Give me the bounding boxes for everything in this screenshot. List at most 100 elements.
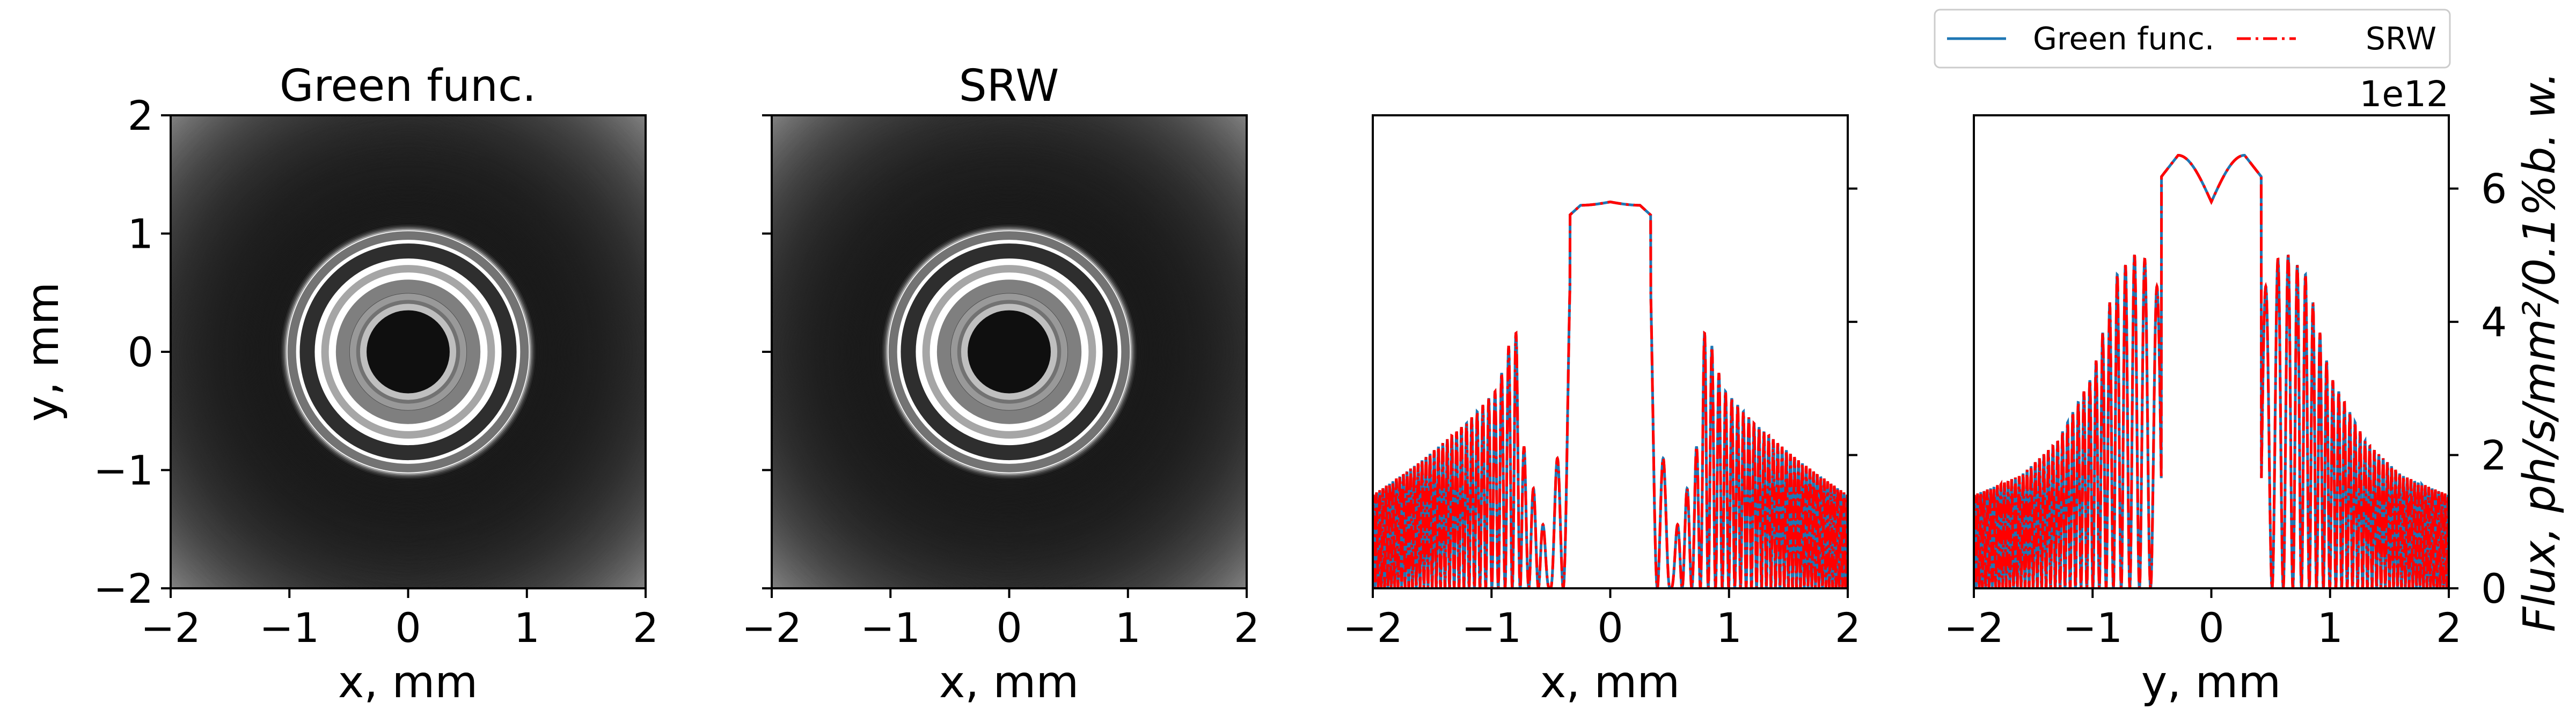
fringe-ring bbox=[819, 162, 1199, 542]
fringe-ring bbox=[262, 205, 554, 498]
fringe-ring bbox=[854, 196, 1165, 507]
fringe-ring bbox=[785, 128, 1233, 575]
panel-green-func-map: Green func. −2 −1 0 1 2 −2 −1 0 1 2 x, mm y, mm bbox=[18, 61, 658, 708]
inner-ring bbox=[901, 243, 1118, 461]
fringe-ring bbox=[877, 220, 1141, 484]
fringe-ring bbox=[254, 197, 562, 506]
fringe-ring bbox=[183, 127, 633, 577]
y-tick-label: −2 bbox=[93, 565, 153, 612]
inner-ring bbox=[335, 279, 481, 424]
fringe-ring bbox=[799, 142, 1220, 562]
legend-label-green-func: Green func. bbox=[2033, 20, 2214, 57]
fringe-ring bbox=[236, 180, 581, 524]
fringe-ring bbox=[817, 160, 1201, 544]
fringe-ring bbox=[796, 139, 1223, 565]
fringe-ring bbox=[880, 223, 1138, 481]
fringe-ring bbox=[780, 123, 1239, 581]
x-axis-label: x, mm bbox=[338, 657, 478, 708]
fringe-ring bbox=[866, 208, 1153, 496]
fringe-ring bbox=[187, 131, 630, 573]
fringe-ring bbox=[274, 218, 542, 485]
fringe-ring bbox=[237, 181, 580, 523]
fringe-ring bbox=[824, 167, 1194, 536]
fringe-ring bbox=[784, 126, 1235, 578]
x-ticks: −2 −1 0 1 2 bbox=[742, 588, 1260, 652]
fringe-ring bbox=[850, 193, 1168, 511]
fringe-ring bbox=[213, 157, 603, 546]
fringe-ring bbox=[781, 124, 1238, 580]
x-tick-label: 2 bbox=[1835, 604, 1861, 652]
x-axis-label: x, mm bbox=[1540, 657, 1680, 708]
fringe-ring bbox=[838, 181, 1181, 523]
y-tick-label: 2 bbox=[2481, 432, 2507, 479]
x-tick-label: 0 bbox=[996, 604, 1022, 652]
fringe-ring bbox=[840, 183, 1178, 521]
x-tick-label: 1 bbox=[514, 604, 540, 652]
fringe-ring bbox=[177, 120, 640, 583]
fringe-ring bbox=[200, 143, 617, 560]
fringe-ring bbox=[837, 180, 1182, 524]
legend-box bbox=[1934, 9, 2451, 69]
fringe-ring bbox=[789, 132, 1229, 571]
fringe-ring bbox=[247, 191, 569, 512]
fringe-ring bbox=[867, 210, 1152, 494]
fringe-ring bbox=[861, 204, 1157, 499]
fringe-ring bbox=[270, 214, 546, 490]
panel-title: Green func. bbox=[280, 61, 536, 112]
fringe-ring bbox=[864, 207, 1154, 497]
fringe-ring bbox=[260, 204, 556, 499]
fringe-ring bbox=[199, 143, 618, 561]
fringe-ring bbox=[828, 171, 1190, 533]
fringe-ring bbox=[206, 150, 610, 553]
fringe-ring bbox=[217, 161, 599, 543]
fringe-ring bbox=[778, 120, 1241, 583]
fringe-ring bbox=[804, 147, 1214, 557]
fringe-ring bbox=[846, 189, 1172, 515]
fringe-ring bbox=[223, 167, 593, 536]
fringe-ring bbox=[221, 164, 596, 540]
x-ticks: −2 −1 0 1 2 bbox=[1343, 588, 1861, 652]
fringe-ring bbox=[873, 215, 1146, 489]
fringe-ring bbox=[253, 196, 564, 507]
inner-ring bbox=[936, 279, 1082, 424]
fringe-ring bbox=[227, 171, 589, 533]
fringe-ring bbox=[211, 155, 605, 549]
fringe-ring bbox=[192, 136, 624, 567]
fringe-ring bbox=[171, 115, 645, 588]
fringe-ring bbox=[246, 190, 570, 514]
fringe-ring bbox=[177, 121, 639, 582]
fringe-ring bbox=[847, 190, 1171, 514]
fringe-ring bbox=[266, 210, 551, 494]
fringe-ring bbox=[801, 143, 1218, 560]
fringe-ring bbox=[782, 125, 1236, 578]
fringe-ring bbox=[851, 194, 1167, 510]
fringe-ring bbox=[181, 125, 635, 578]
fringe-ring bbox=[875, 218, 1143, 485]
inner-ring bbox=[888, 231, 1130, 472]
fringe-ring bbox=[839, 182, 1180, 522]
fringe-ring bbox=[219, 163, 597, 541]
y-tick-label: −1 bbox=[93, 447, 153, 494]
x-tick-label: −1 bbox=[259, 604, 319, 652]
y-tick-label: 0 bbox=[2481, 565, 2507, 612]
x-tick-label: −2 bbox=[141, 604, 201, 652]
fringe-ring bbox=[279, 223, 537, 481]
fringe-ring bbox=[172, 116, 644, 588]
fringe-ring bbox=[825, 168, 1193, 535]
fringe-ring bbox=[773, 116, 1245, 588]
fringe-ring bbox=[189, 133, 627, 571]
offset-text: 1e12 bbox=[2359, 73, 2449, 115]
panel-x-profile: −2 −1 0 1 2 x, mm bbox=[1343, 114, 1861, 708]
fringe-ring bbox=[205, 149, 611, 555]
inner-ring bbox=[299, 243, 517, 461]
x-tick-label: 0 bbox=[2198, 604, 2224, 652]
fringe-ring bbox=[814, 157, 1204, 546]
fringe-ring bbox=[777, 120, 1242, 584]
fringe-ring bbox=[830, 173, 1188, 531]
y-tick-label: 2 bbox=[128, 92, 153, 139]
fringe-ring bbox=[272, 215, 545, 489]
x-tick-label: −2 bbox=[742, 604, 802, 652]
y-ticks bbox=[762, 114, 772, 589]
fringe-ring bbox=[848, 191, 1170, 512]
x-tick-label: −1 bbox=[2062, 604, 2123, 652]
